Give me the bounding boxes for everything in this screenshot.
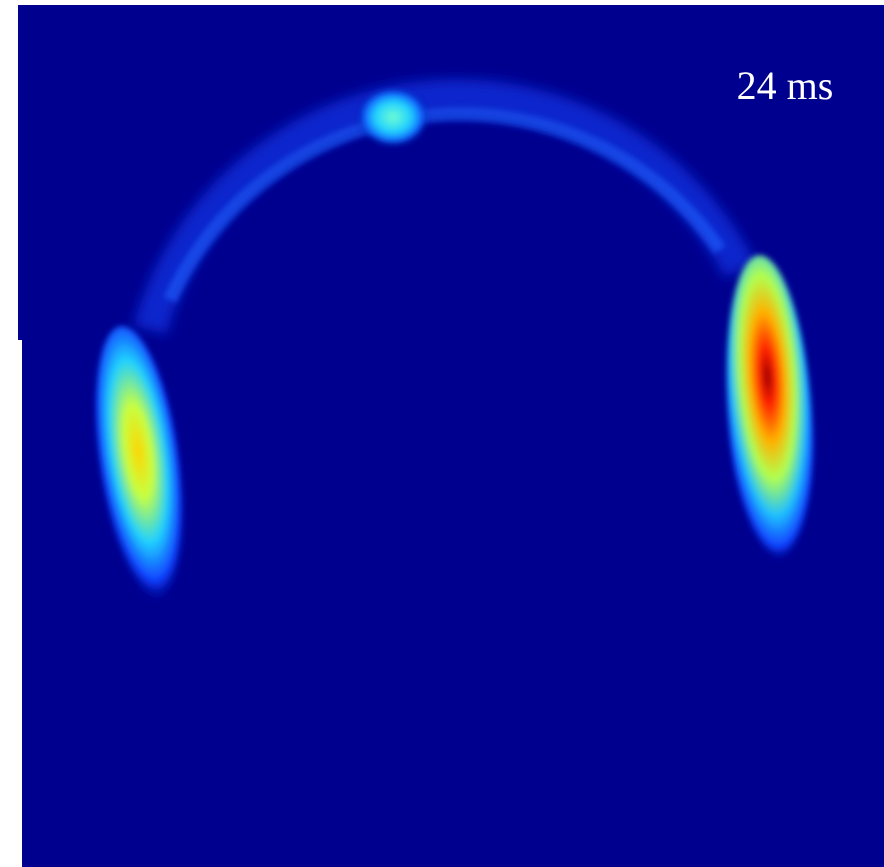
left-cloud xyxy=(95,326,185,604)
edge xyxy=(18,340,22,867)
top-cloud xyxy=(357,87,429,147)
ring-arc xyxy=(133,79,756,335)
time-label: 24 ms xyxy=(737,63,834,108)
ring-arc-core xyxy=(163,107,726,303)
right-cloud xyxy=(726,255,814,575)
